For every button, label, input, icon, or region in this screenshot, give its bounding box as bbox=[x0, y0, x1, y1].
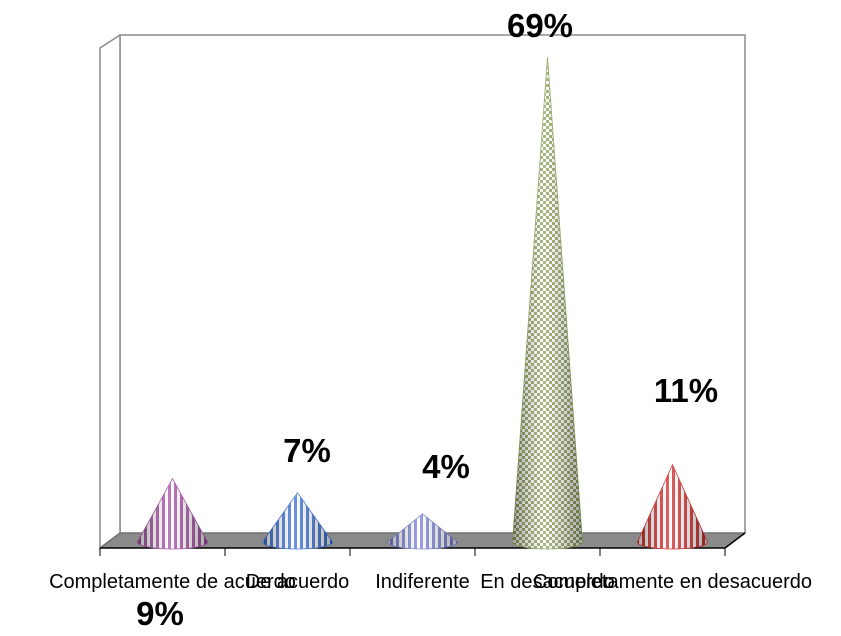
cone-bar bbox=[512, 56, 583, 550]
cones bbox=[137, 56, 708, 550]
data-label: 7% bbox=[283, 432, 331, 469]
category-label: Indiferente bbox=[375, 571, 470, 593]
cone-bar bbox=[137, 477, 208, 550]
cone-bar bbox=[387, 513, 458, 550]
x-ticks bbox=[99, 548, 726, 556]
data-label: 11% bbox=[654, 372, 718, 409]
data-label: 4% bbox=[422, 448, 470, 485]
category-label: De acuerdo bbox=[246, 571, 349, 593]
side-wall bbox=[99, 33, 121, 550]
x-axis-depth bbox=[724, 532, 746, 549]
data-label: 9% bbox=[136, 595, 184, 632]
category-label: Completamente en desacuerdo bbox=[533, 571, 812, 593]
cone-bar bbox=[262, 492, 333, 550]
category-label: Completamente de acuerdo bbox=[49, 571, 296, 593]
data-label: 69% bbox=[507, 7, 573, 44]
category-label: En desacuerdo bbox=[480, 571, 615, 593]
cone-bar bbox=[637, 463, 708, 550]
value-labels: 9% 7% 4% 69% 11% bbox=[136, 7, 718, 632]
